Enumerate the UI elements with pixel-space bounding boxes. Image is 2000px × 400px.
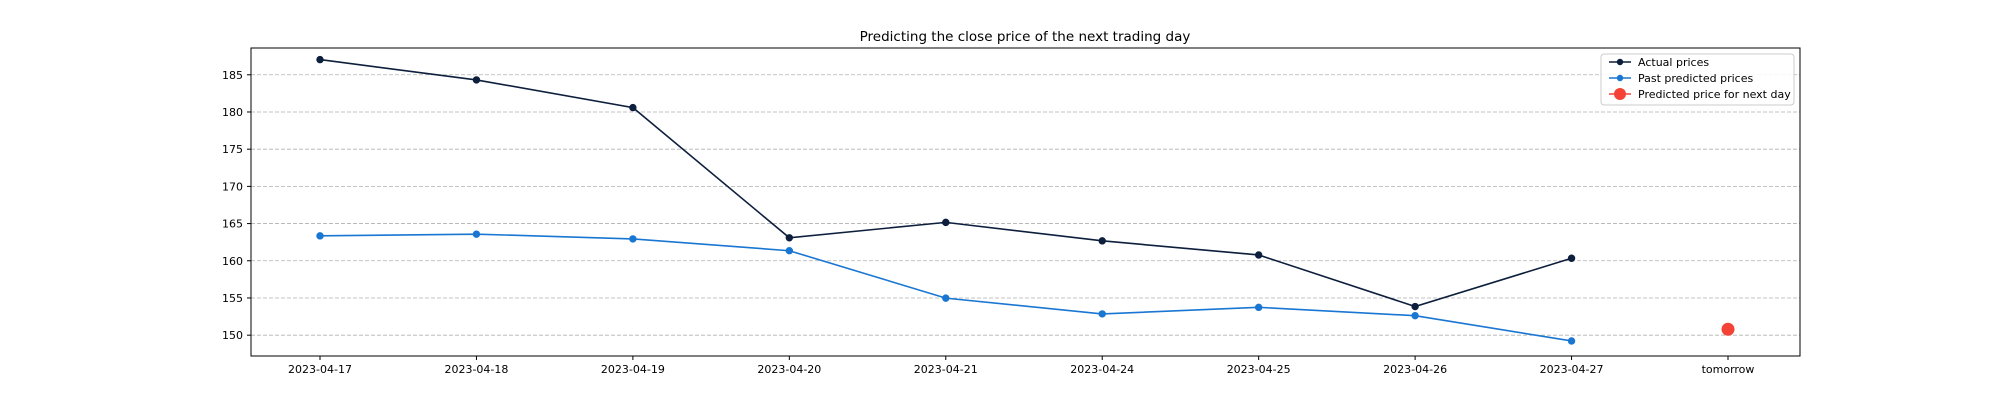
data-point <box>785 234 794 242</box>
legend-swatch-marker <box>1616 74 1624 82</box>
y-tick-label: 175 <box>222 143 243 156</box>
x-tick-label: 2023-04-19 <box>601 363 665 376</box>
x-tick-label: 2023-04-27 <box>1540 363 1604 376</box>
x-tick-label: 2023-04-17 <box>288 363 352 376</box>
y-axis: 150 155 160 165 170 175 180 185 <box>222 69 251 342</box>
data-point <box>1254 251 1263 259</box>
legend-item: Predicted price for next day <box>1609 88 1791 101</box>
x-tick-label: 2023-04-18 <box>444 363 508 376</box>
data-point <box>1254 303 1263 312</box>
y-tick-label: 170 <box>222 180 243 193</box>
data-point <box>316 232 324 240</box>
legend: Actual prices Past predicted prices Predic… <box>1600 53 1795 106</box>
series-layer <box>316 55 1735 345</box>
legend-box <box>1600 53 1795 106</box>
legend-item: Past predicted prices <box>1609 72 1753 85</box>
legend-label: Actual prices <box>1638 56 1709 69</box>
data-point <box>1411 302 1419 311</box>
legend-swatch-marker <box>1614 88 1626 100</box>
y-tick-label: 180 <box>222 106 243 119</box>
series-2 <box>1721 322 1735 336</box>
data-point <box>316 55 324 64</box>
series-line <box>319 233 1572 342</box>
y-tick-label: 185 <box>222 69 243 82</box>
y-tick-label: 165 <box>222 218 243 231</box>
data-point <box>629 235 637 243</box>
x-tick-label: 2023-04-20 <box>757 363 821 376</box>
x-tick-label: 2023-04-21 <box>914 363 978 376</box>
chart-title: Predicting the close price of the next t… <box>860 29 1191 45</box>
x-tick-label: tomorrow <box>1702 363 1755 376</box>
x-tick-label: 2023-04-25 <box>1227 363 1291 376</box>
legend-swatch-marker <box>1616 58 1624 66</box>
legend-label: Predicted price for next day <box>1638 88 1791 101</box>
x-axis: 2023-04-17 2023-04-18 2023-04-19 2023-04-20… <box>288 356 1754 376</box>
y-tick-label: 160 <box>222 255 243 268</box>
grid <box>251 74 1800 336</box>
data-point <box>1721 322 1735 336</box>
data-point <box>472 230 481 238</box>
data-point <box>1567 337 1576 345</box>
legend-item: Actual prices <box>1609 56 1709 69</box>
data-point <box>1411 311 1419 320</box>
data-point <box>1098 237 1106 245</box>
data-point <box>1567 254 1576 262</box>
data-point <box>785 247 794 255</box>
x-tick-label: 2023-04-24 <box>1070 363 1134 376</box>
y-tick-label: 150 <box>222 329 243 342</box>
data-point <box>472 76 481 84</box>
data-point <box>942 294 950 302</box>
data-point <box>942 218 950 227</box>
series-0 <box>316 55 1576 311</box>
series-1 <box>316 230 1576 345</box>
y-tick-label: 155 <box>222 292 243 305</box>
plot-frame <box>250 47 1801 357</box>
legend-label: Past predicted prices <box>1638 72 1753 85</box>
data-point <box>629 103 637 112</box>
x-tick-label: 2023-04-26 <box>1383 363 1447 376</box>
data-point <box>1098 310 1106 318</box>
series-line <box>319 58 1572 308</box>
